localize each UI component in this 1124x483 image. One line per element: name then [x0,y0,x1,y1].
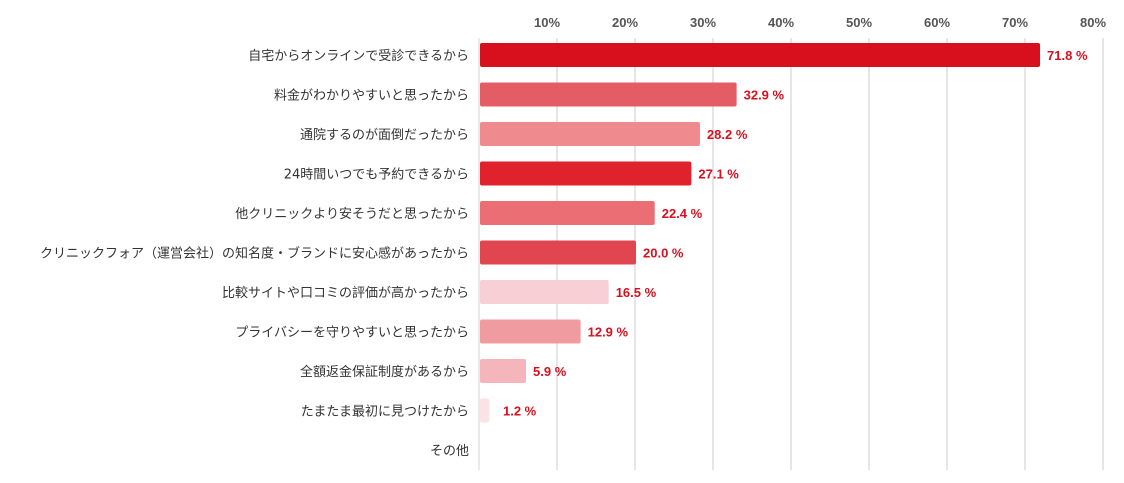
bar [480,122,700,146]
category-label: クリニックフォア（運営会社）の知名度・ブランドに安心感があったから [40,246,469,262]
bar [480,240,636,265]
bar [480,82,737,107]
bar [480,398,490,423]
gridlines [478,38,1104,470]
value-label: 32.9 % [744,88,785,103]
x-tick-label: 50% [846,15,872,30]
value-label: 27.1 % [698,167,739,182]
category-label: 料金がわかりやすいと思ったから [274,88,469,104]
bar [480,201,655,225]
bar [480,43,1041,67]
bar [480,161,692,186]
bar [480,359,527,383]
x-axis-ticks: 10% 20% 30% 40% 50% 60% 70% 80% [534,15,1106,30]
x-tick-label: 60% [924,15,950,30]
value-labels: 71.8 % 32.9 % 28.2 % 27.1 % 22.4 % 20.0 % 16.5… [503,48,1088,419]
bar [480,280,609,304]
value-label: 28.2 % [707,127,748,142]
x-tick-label: 70% [1002,15,1028,30]
x-tick-label: 40% [768,15,794,30]
category-labels: 自宅からオンラインで受診できるから料金がわかりやすいと思ったから通院するのが面倒… [40,48,469,459]
value-label: 71.8 % [1047,48,1088,63]
category-label: その他 [430,444,469,459]
category-label: 他クリニックより安そうだと思ったから [235,207,469,222]
category-label: たまたま最初に見つけたから [301,405,469,420]
category-label: 24時間いつでも予約できるから [284,168,469,183]
value-label: 22.4 % [662,206,703,221]
x-tick-label: 10% [534,15,560,30]
value-label: 20.0 % [643,246,684,261]
category-label: 比較サイトや口コミの評価が高かったから [222,285,469,301]
value-label: 12.9 % [588,325,629,340]
value-label: 16.5 % [616,285,657,300]
category-label: プライバシーを守りやすいと思ったから [235,326,469,341]
x-tick-label: 80% [1080,15,1106,30]
value-label: 1.2 % [503,404,537,419]
category-label: 自宅からオンラインで受診できるから [248,48,469,64]
category-label: 全額返金保証制度があるから [300,364,469,380]
bar [480,319,581,344]
x-tick-label: 30% [690,15,716,30]
category-label: 通院するのが面倒だったから [300,128,469,143]
bars [480,43,1041,423]
value-label: 5.9 % [533,364,567,379]
x-tick-label: 20% [612,15,638,30]
